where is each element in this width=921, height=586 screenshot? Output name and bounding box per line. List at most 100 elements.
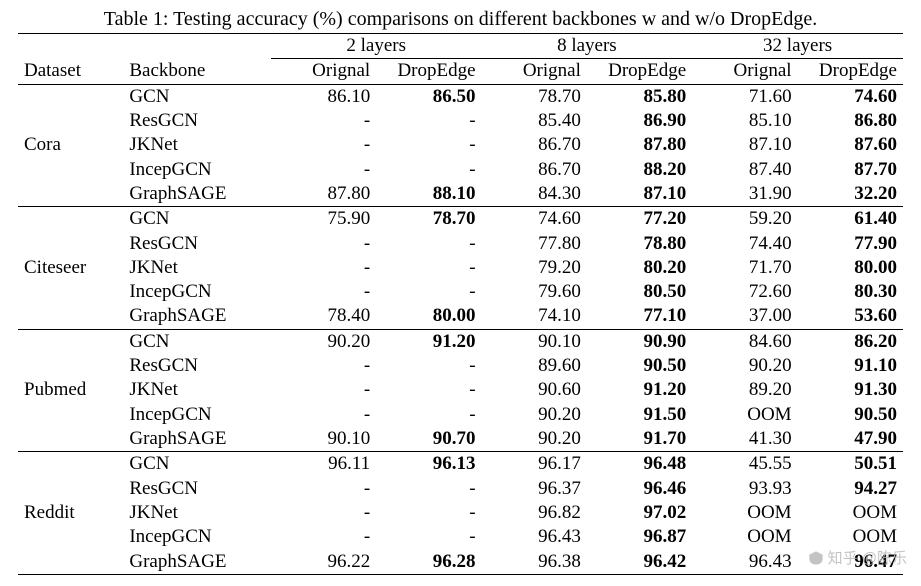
value-cell: 77.20 <box>587 207 692 232</box>
value-cell: 74.60 <box>482 207 587 232</box>
table-row: RedditGCN96.1196.1396.1796.4845.5550.51 <box>18 452 903 477</box>
table-row: IncepGCN--90.2091.50OOM90.50 <box>18 403 903 427</box>
table-caption: Table 1: Testing accuracy (%) comparison… <box>18 8 903 31</box>
value-cell: 71.70 <box>692 256 797 280</box>
table-row: GraphSAGE87.8088.1084.3087.1031.9032.20 <box>18 182 903 207</box>
value-cell: 75.90 <box>271 207 376 232</box>
backbone-cell: JKNet <box>123 378 271 402</box>
value-cell: 96.38 <box>482 550 587 575</box>
value-cell: 90.50 <box>798 403 903 427</box>
dataset-cell: Reddit <box>18 452 123 575</box>
table-row: JKNet--90.6091.2089.2091.30 <box>18 378 903 402</box>
backbone-cell: GraphSAGE <box>123 182 271 207</box>
backbone-cell: GraphSAGE <box>123 427 271 452</box>
value-cell: 86.10 <box>271 84 376 109</box>
value-cell: - <box>271 477 376 501</box>
table-row: GraphSAGE96.2296.2896.3896.4296.4396.47 <box>18 550 903 575</box>
backbone-cell: GCN <box>123 452 271 477</box>
value-cell: - <box>376 158 481 182</box>
backbone-cell: IncepGCN <box>123 525 271 549</box>
dataset-cell: Pubmed <box>18 329 123 452</box>
value-cell: 84.60 <box>692 329 797 354</box>
value-cell: 79.20 <box>482 256 587 280</box>
value-cell: 31.90 <box>692 182 797 207</box>
table-row: JKNet--79.2080.2071.7080.00 <box>18 256 903 280</box>
value-cell: 85.40 <box>482 109 587 133</box>
value-cell: 91.20 <box>587 378 692 402</box>
value-cell: 77.80 <box>482 232 587 256</box>
header-8-original: Orignal <box>482 59 587 84</box>
value-cell: 91.50 <box>587 403 692 427</box>
value-cell: 87.10 <box>587 182 692 207</box>
value-cell: 96.43 <box>482 525 587 549</box>
value-cell: 90.20 <box>692 354 797 378</box>
value-cell: 91.30 <box>798 378 903 402</box>
header-8-dropedge: DropEdge <box>587 59 692 84</box>
value-cell: 86.90 <box>587 109 692 133</box>
value-cell: - <box>271 109 376 133</box>
value-cell: 80.00 <box>798 256 903 280</box>
header-2-dropedge: DropEdge <box>376 59 481 84</box>
value-cell: 86.80 <box>798 109 903 133</box>
value-cell: 77.90 <box>798 232 903 256</box>
header-group-8layers: 8 layers <box>482 34 693 59</box>
table-row: JKNet--96.8297.02OOMOOM <box>18 501 903 525</box>
value-cell: 80.00 <box>376 304 481 329</box>
value-cell: 84.30 <box>482 182 587 207</box>
value-cell: - <box>271 256 376 280</box>
value-cell: 96.43 <box>692 550 797 575</box>
value-cell: 96.11 <box>271 452 376 477</box>
value-cell: 88.10 <box>376 182 481 207</box>
value-cell: 96.48 <box>587 452 692 477</box>
backbone-cell: ResGCN <box>123 232 271 256</box>
value-cell: 86.50 <box>376 84 481 109</box>
value-cell: - <box>376 256 481 280</box>
value-cell: 78.80 <box>587 232 692 256</box>
value-cell: - <box>376 501 481 525</box>
table-row: CoraGCN86.1086.5078.7085.8071.6074.60 <box>18 84 903 109</box>
value-cell: - <box>271 280 376 304</box>
value-cell: 90.60 <box>482 378 587 402</box>
value-cell: 74.40 <box>692 232 797 256</box>
value-cell: 71.60 <box>692 84 797 109</box>
value-cell: 47.90 <box>798 427 903 452</box>
value-cell: 61.40 <box>798 207 903 232</box>
value-cell: - <box>271 158 376 182</box>
value-cell: - <box>376 280 481 304</box>
value-cell: OOM <box>692 525 797 549</box>
value-cell: 85.10 <box>692 109 797 133</box>
value-cell: 91.20 <box>376 329 481 354</box>
value-cell: 86.70 <box>482 133 587 157</box>
header-backbone: Backbone <box>123 34 271 85</box>
table-row: IncepGCN--86.7088.2087.4087.70 <box>18 158 903 182</box>
value-cell: 94.27 <box>798 477 903 501</box>
value-cell: 88.20 <box>587 158 692 182</box>
value-cell: 80.50 <box>587 280 692 304</box>
value-cell: 89.20 <box>692 378 797 402</box>
value-cell: 78.40 <box>271 304 376 329</box>
value-cell: OOM <box>692 501 797 525</box>
value-cell: - <box>376 354 481 378</box>
value-cell: 37.00 <box>692 304 797 329</box>
value-cell: 96.22 <box>271 550 376 575</box>
value-cell: 87.10 <box>692 133 797 157</box>
header-dataset: Dataset <box>18 34 123 85</box>
value-cell: 86.70 <box>482 158 587 182</box>
value-cell: 32.20 <box>798 182 903 207</box>
value-cell: 96.47 <box>798 550 903 575</box>
backbone-cell: GraphSAGE <box>123 550 271 575</box>
value-cell: 96.28 <box>376 550 481 575</box>
table-row: ResGCN--85.4086.9085.1086.80 <box>18 109 903 133</box>
value-cell: 72.60 <box>692 280 797 304</box>
table-row: ResGCN--89.6090.5090.2091.10 <box>18 354 903 378</box>
value-cell: 90.20 <box>482 403 587 427</box>
value-cell: 96.37 <box>482 477 587 501</box>
value-cell: 90.10 <box>482 329 587 354</box>
backbone-cell: IncepGCN <box>123 280 271 304</box>
backbone-cell: GraphSAGE <box>123 304 271 329</box>
value-cell: 87.80 <box>587 133 692 157</box>
value-cell: - <box>376 378 481 402</box>
value-cell: 89.60 <box>482 354 587 378</box>
backbone-cell: JKNet <box>123 501 271 525</box>
table-row: ResGCN--77.8078.8074.4077.90 <box>18 232 903 256</box>
